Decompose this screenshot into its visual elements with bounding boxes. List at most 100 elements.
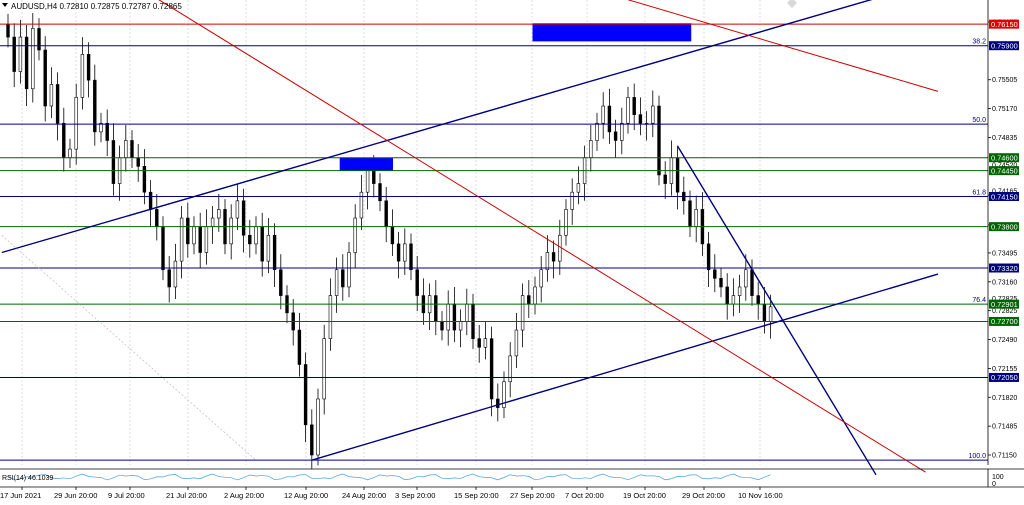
candle-body xyxy=(601,105,605,124)
candle-body xyxy=(403,243,407,262)
candle-body xyxy=(533,286,537,305)
candle-body xyxy=(6,23,10,38)
candle-body xyxy=(465,303,469,322)
price-badge xyxy=(989,372,1019,382)
candle-body xyxy=(124,140,128,159)
candle-body xyxy=(508,355,512,383)
trendline[interactable] xyxy=(132,0,926,473)
candle-body xyxy=(458,321,463,331)
chevron-down-icon[interactable] xyxy=(2,3,8,7)
fib-labels: 38.2 50.0 61.8 76.4 100.0 xyxy=(968,39,986,460)
candle-body xyxy=(18,36,23,72)
candle-body xyxy=(62,122,66,159)
candle-body xyxy=(341,269,345,288)
time-tick-label: 15 Sep 20:00 xyxy=(454,491,499,500)
candle-body xyxy=(496,398,500,408)
candle-body xyxy=(651,105,655,124)
candle-body xyxy=(204,226,209,253)
candle-body xyxy=(688,200,692,227)
candle-body xyxy=(55,84,60,124)
trendline[interactable] xyxy=(677,145,877,476)
candle-body xyxy=(694,209,698,227)
candle-body xyxy=(260,226,264,262)
price-badge xyxy=(989,316,1019,326)
price-axis[interactable]: 0.761750.755050.751700.748350.741650.738… xyxy=(987,0,1024,465)
candle-body xyxy=(24,36,29,90)
time-tick-label: 3 Sep 20:00 xyxy=(395,491,435,500)
candle-body xyxy=(142,166,147,193)
candle-body xyxy=(620,122,624,141)
time-tick-label: 27 Sep 20:00 xyxy=(510,491,555,500)
fib-level-label: 76.4 xyxy=(972,297,986,304)
candle-body xyxy=(446,303,450,331)
candle-body xyxy=(229,217,233,245)
candle-body xyxy=(762,303,767,322)
candle-body xyxy=(12,36,16,72)
chart-header: AUDUSD,H4 0.72810 0.72875 0.72787 0.7286… xyxy=(2,2,182,11)
price-badge-label: 0.73320 xyxy=(991,264,1018,273)
candle-body xyxy=(632,97,636,115)
price-badge xyxy=(989,166,1019,176)
candle-body xyxy=(49,84,54,107)
zones[interactable] xyxy=(339,23,692,171)
trendline[interactable] xyxy=(1,0,938,254)
trendline[interactable] xyxy=(1,235,257,461)
candle-body xyxy=(43,49,47,107)
candle-body xyxy=(452,303,457,331)
candle-body xyxy=(744,269,748,288)
candle-body xyxy=(527,295,531,305)
candle-body xyxy=(589,140,593,159)
candle-body xyxy=(638,114,643,124)
candle-body xyxy=(210,217,215,227)
candle-body xyxy=(539,269,543,288)
candle-body xyxy=(713,269,717,279)
time-tick-label: 29 Jun 20:00 xyxy=(54,491,97,500)
trendline[interactable] xyxy=(572,0,939,92)
rsi-label: RSI(14) 46.1039 xyxy=(2,475,53,482)
candle-body xyxy=(266,234,271,262)
candle-body xyxy=(192,226,196,245)
time-tick-label: 7 Oct 20:00 xyxy=(565,491,604,500)
candle-body xyxy=(74,97,78,150)
candle-body xyxy=(272,234,277,271)
zone-rectangle[interactable] xyxy=(339,157,394,171)
candle-body xyxy=(657,105,661,176)
candle-body xyxy=(378,183,382,202)
candle-body xyxy=(68,148,72,159)
candle-body xyxy=(626,97,630,124)
price-badge-label: 0.73800 xyxy=(991,222,1018,231)
candle-body xyxy=(576,183,581,193)
candle-body xyxy=(372,170,376,184)
price-tick-label: 0.71485 xyxy=(992,424,1017,431)
price-badge xyxy=(989,191,1019,201)
price-badge xyxy=(989,222,1019,232)
zone-rectangle[interactable] xyxy=(532,23,692,42)
candle-body xyxy=(613,131,618,141)
candle-body xyxy=(217,209,221,219)
candle-body xyxy=(663,174,667,184)
horizontal-levels[interactable] xyxy=(0,23,988,461)
candle-body xyxy=(161,226,165,271)
candle-body xyxy=(725,286,729,305)
candle-body xyxy=(365,170,370,193)
price-badge-label: 0.72050 xyxy=(991,373,1018,382)
candle-body xyxy=(502,381,506,408)
trendline[interactable] xyxy=(311,273,939,461)
candle-body xyxy=(167,269,171,288)
rsi-axis-100: 100 xyxy=(992,474,1004,481)
time-tick-label: 29 Oct 20:00 xyxy=(682,491,725,500)
price-badges: 0.761500.759000.746000.745200.744500.741… xyxy=(989,19,1019,382)
candle-body xyxy=(136,157,140,167)
price-badge-label: 0.76150 xyxy=(991,20,1018,29)
time-axis[interactable]: 17 Jun 2021 29 Jun 20:00 9 Jul 20:00 21 Jul… xyxy=(0,486,1024,500)
price-badge-label: 0.75900 xyxy=(991,41,1018,50)
candle-body xyxy=(564,209,568,236)
time-tick-label: 10 Nov 16:00 xyxy=(738,491,783,500)
diamond-icon xyxy=(787,0,797,8)
candle-body xyxy=(731,295,736,305)
candles xyxy=(6,12,773,469)
trendlines[interactable] xyxy=(1,0,939,476)
